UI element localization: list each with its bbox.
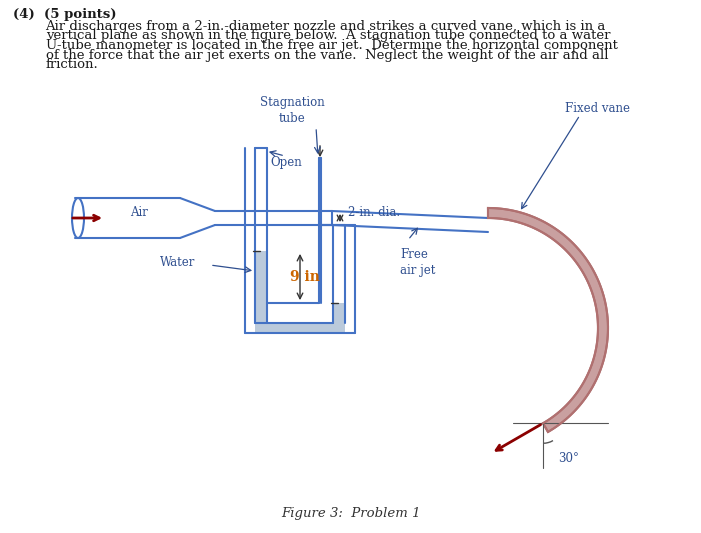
Bar — [255, 323, 345, 333]
Text: (4)  (5 points): (4) (5 points) — [13, 8, 116, 21]
Text: Air discharges from a 2-in.-diameter nozzle and strikes a curved vane, which is : Air discharges from a 2-in.-diameter noz… — [46, 20, 606, 33]
Text: Stagnation
tube: Stagnation tube — [259, 96, 325, 125]
Polygon shape — [488, 208, 608, 432]
Text: Water: Water — [160, 256, 195, 270]
Text: Free
air jet: Free air jet — [400, 248, 435, 277]
Text: U-tube manometer is located in the free air jet.  Determine the horizontal compo: U-tube manometer is located in the free … — [46, 39, 618, 52]
Ellipse shape — [72, 198, 84, 238]
Text: Figure 3:  Problem 1: Figure 3: Problem 1 — [280, 507, 421, 520]
Text: Open: Open — [270, 156, 301, 169]
Text: Fixed vane: Fixed vane — [565, 102, 630, 115]
Text: of the force that the air jet exerts on the vane.  Neglect the weight of the air: of the force that the air jet exerts on … — [46, 49, 608, 61]
Text: 9 in: 9 in — [290, 270, 320, 284]
Bar — [333, 303, 345, 323]
Text: vertical plane as shown in the figure below.  A stagnation tube connected to a w: vertical plane as shown in the figure be… — [46, 29, 610, 42]
Text: 2-in. dia.: 2-in. dia. — [348, 206, 400, 220]
Text: friction.: friction. — [46, 58, 98, 71]
Bar — [255, 251, 267, 323]
Text: Air: Air — [130, 206, 148, 220]
Text: 30°: 30° — [558, 452, 579, 465]
